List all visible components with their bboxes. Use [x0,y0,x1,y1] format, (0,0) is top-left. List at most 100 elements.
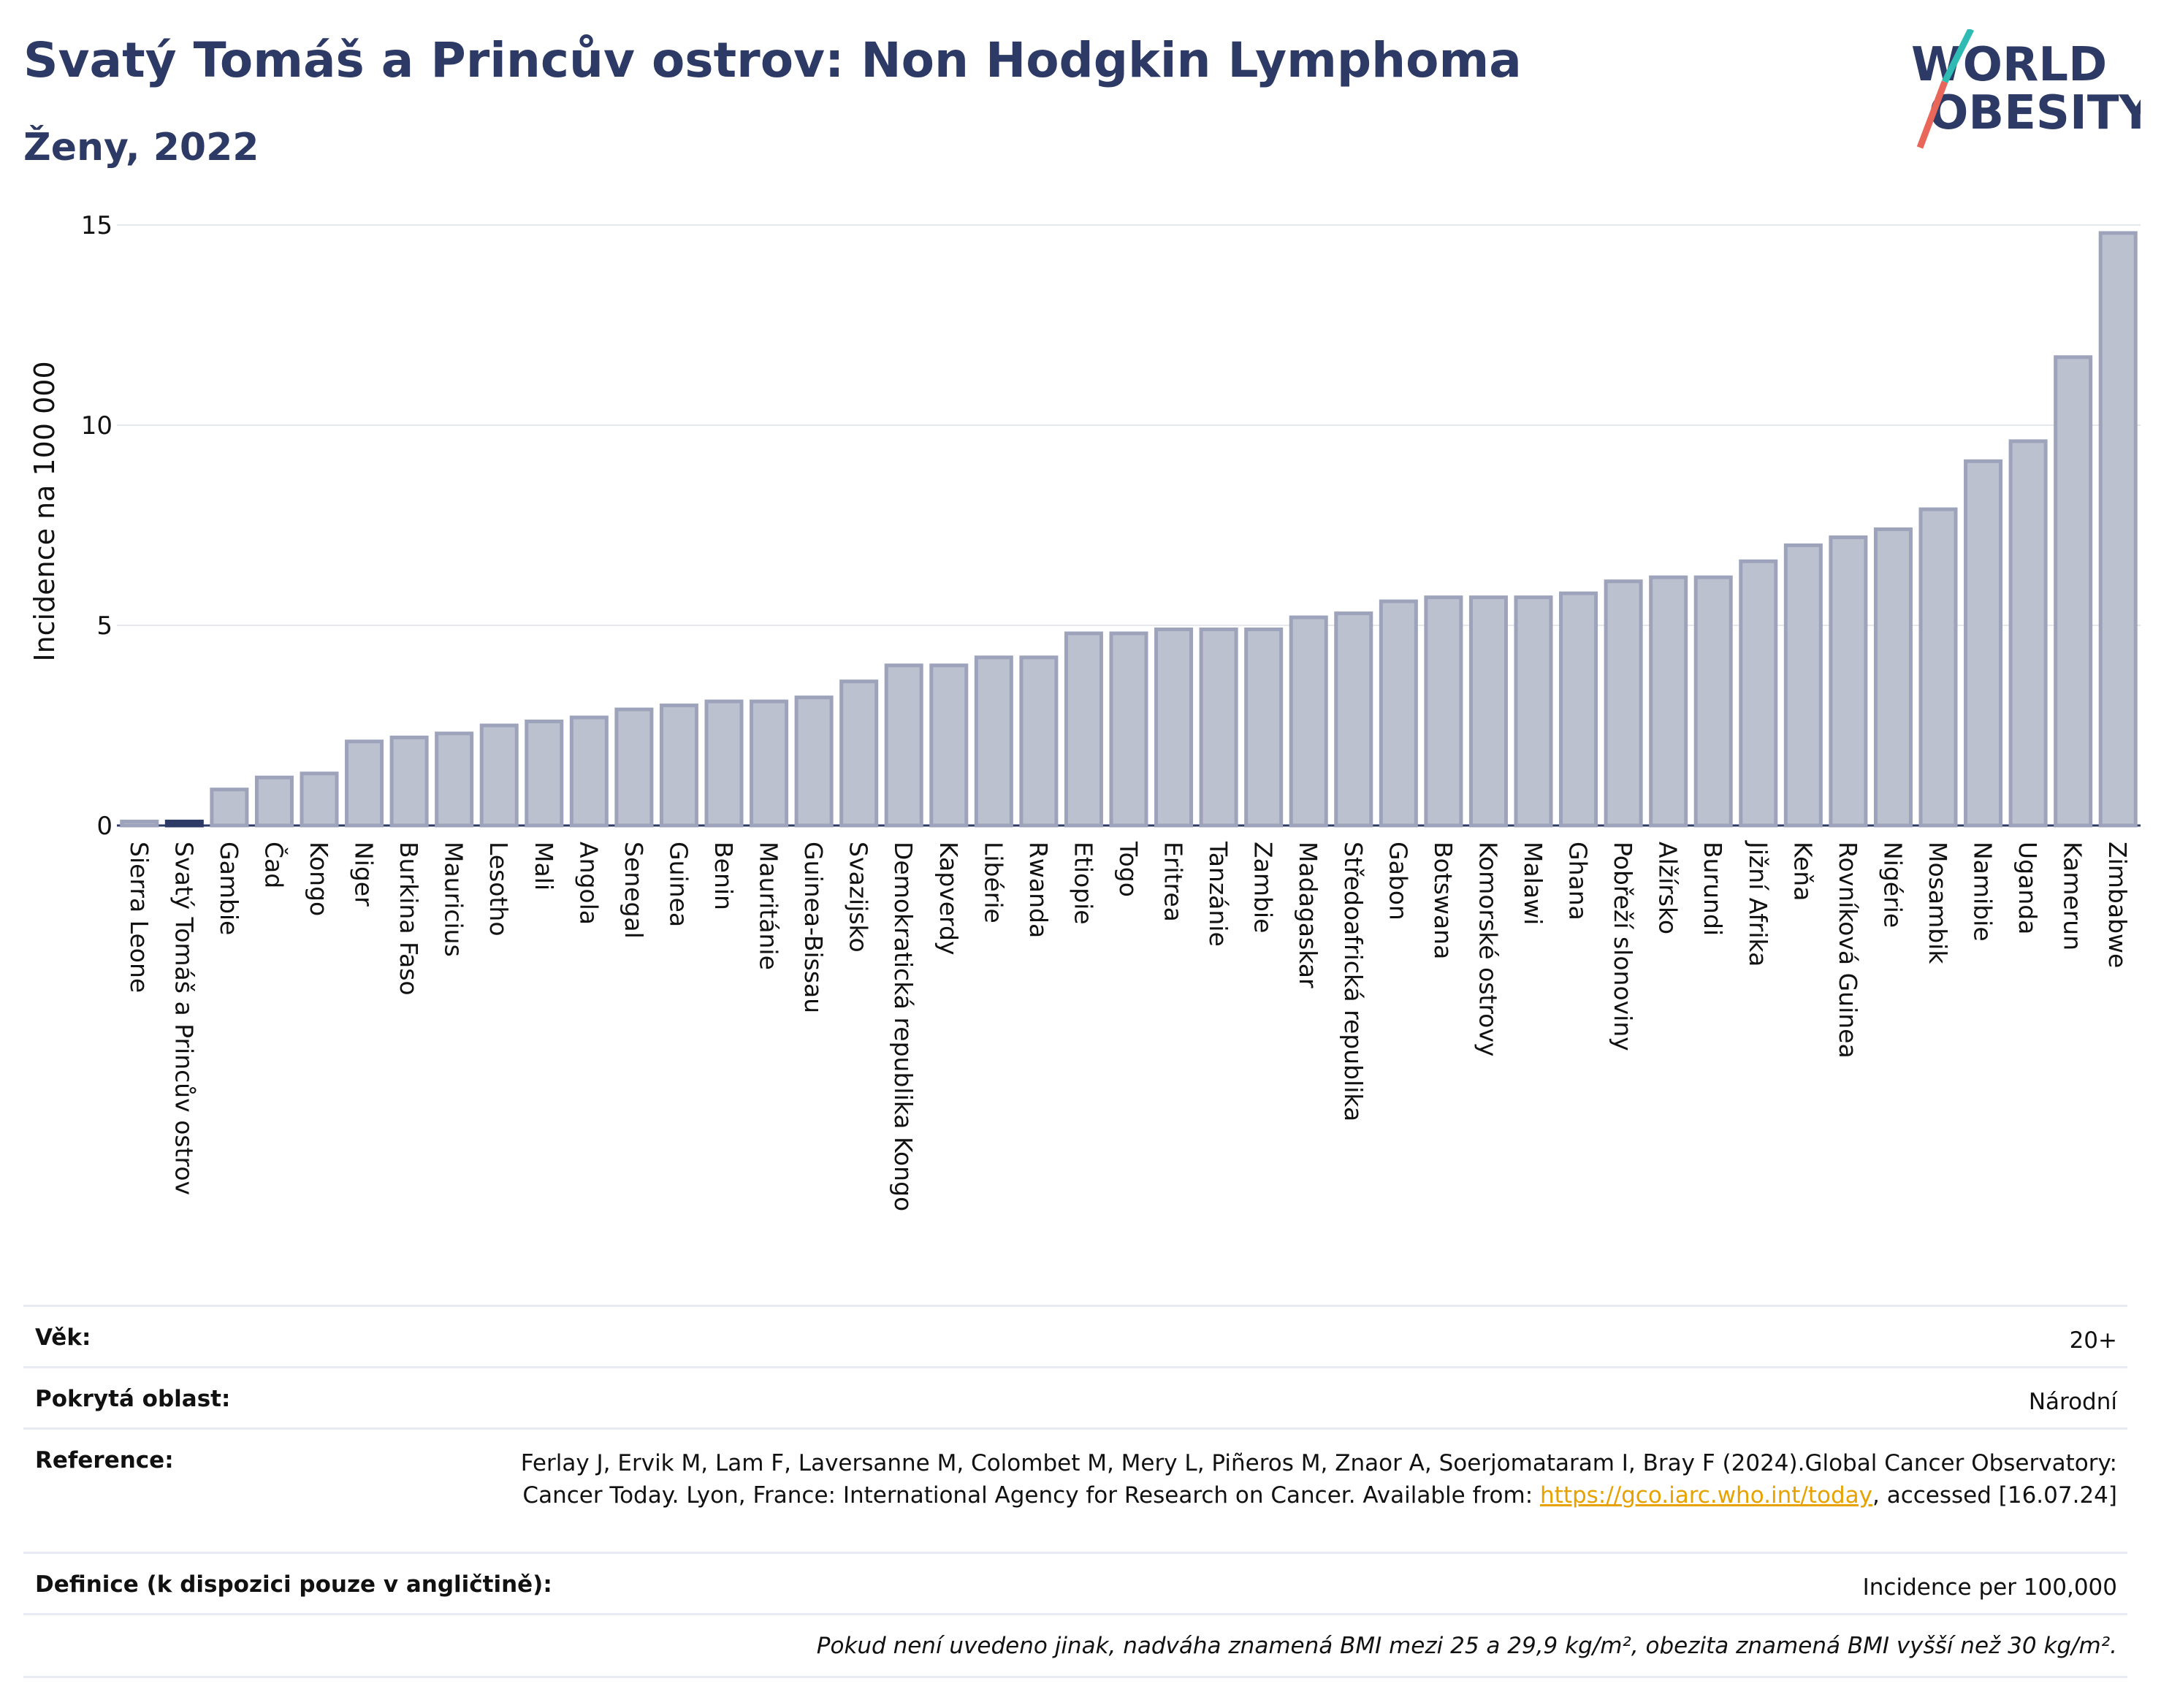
meta-row-reference: Reference: Ferlay J, Ervik M, Lam F, Lav… [23,1430,2127,1554]
bar-7[interactable] [435,731,474,828]
bar-3[interactable] [254,775,294,828]
bar-43[interactable] [2054,355,2093,828]
x-tick-label: Nigérie [1878,842,1907,928]
x-tick-label: Botswana [1429,842,1457,959]
logo-line2: OBESITY [1929,86,2141,140]
x-tick-label: Pobřeží slonoviny [1609,842,1637,1051]
x-tick-label: Svazijsko [845,842,873,953]
bars [120,231,2138,828]
meta-row-area: Pokrytá oblast: Národní [23,1368,2127,1430]
reference-label: Reference: [35,1447,174,1473]
bar-32[interactable] [1559,591,1598,828]
bar-20[interactable] [1019,655,1059,828]
x-tick-label: Mauricius [440,842,468,957]
reference-link[interactable]: https://gco.iarc.who.int/today [1540,1482,1872,1509]
bar-41[interactable] [1964,459,2003,828]
bar-4[interactable] [300,771,339,828]
bar-39[interactable] [1873,527,1913,828]
bar-chart: 0 5 10 15 Sierra Leone Svatý Tomáš a Princův… [28,211,2141,1211]
bar-21[interactable] [1064,631,1103,828]
age-label: Věk: [35,1324,91,1351]
x-tick-label: Keňa [1788,842,1817,901]
age-value: 20+ [2069,1327,2117,1354]
x-tick-label: Angola [574,842,603,925]
y-tick-label: 0 [96,812,113,841]
bar-10[interactable] [569,715,609,828]
page-title: Svatý Tomáš a Princův ostrov: Non Hodgki… [23,32,1522,88]
footnote: Pokud není uvedeno jinak, nadváha znamen… [816,1633,2117,1659]
bar-44[interactable] [2098,231,2138,828]
x-tick-label: Niger [350,842,378,907]
bar-5[interactable] [345,739,384,828]
bar-15[interactable] [794,695,834,828]
bar-36[interactable] [1739,559,1778,828]
y-tick-label: 10 [81,411,113,441]
x-tick-label: Ghana [1564,842,1593,920]
bar-37[interactable] [1783,543,1823,828]
meta-row-definition: Definice (k dispozici pouze v angličtině… [23,1554,2127,1615]
bar-26[interactable] [1289,615,1328,828]
bar-27[interactable] [1334,611,1373,828]
bar-24[interactable] [1199,627,1238,828]
bar-25[interactable] [1244,627,1284,828]
x-tick-label: Mali [530,842,558,891]
bar-18[interactable] [929,663,969,828]
x-tick-label: Kapverdy [934,842,963,956]
bar-11[interactable] [614,707,654,828]
x-tick-label: Středoafrická republika [1339,842,1368,1121]
y-tick-labels: 0 5 10 15 [81,211,113,841]
x-tick-label: Namibie [1969,842,1997,942]
bar-13[interactable] [704,699,744,828]
page-subtitle: Ženy, 2022 [23,126,259,169]
x-tick-label: Gabon [1384,842,1412,920]
area-value: Národní [2028,1389,2117,1415]
bar-28[interactable] [1379,599,1418,828]
x-tick-label: Senegal [620,842,648,939]
bar-33[interactable] [1604,579,1643,828]
logo-red-stroke [1916,80,1948,149]
bar-12[interactable] [659,704,698,828]
bar-42[interactable] [2008,439,2048,828]
bar-34[interactable] [1649,575,1688,828]
bar-23[interactable] [1154,627,1194,828]
logo-teal-stroke [1941,29,1975,84]
bar-40[interactable] [1918,507,1958,828]
reference-tail: , accessed [16.07.24] [1872,1482,2117,1509]
bar-29[interactable] [1424,595,1463,828]
x-tick-label: Madagaskar [1294,842,1322,988]
bar-19[interactable] [974,655,1013,828]
x-tick-label: Kongo [305,842,333,916]
x-tick-label: Kamerun [2059,842,2087,950]
x-tick-label: Togo [1114,841,1143,897]
bar-16[interactable] [839,679,879,828]
bar-2[interactable] [210,788,249,828]
x-tick-label: Malawi [1519,842,1547,925]
x-tick-label: Rovníková Guinea [1834,842,1862,1059]
x-tick-label: Lesotho [484,842,513,937]
area-label: Pokrytá oblast: [35,1386,231,1412]
x-tick-label: Tanzánie [1204,841,1232,947]
x-tick-label: Komorské ostrovy [1474,842,1502,1056]
x-tick-label: Čad [259,842,289,888]
bar-1[interactable] [164,820,204,828]
bar-14[interactable] [750,699,789,828]
bar-22[interactable] [1109,631,1148,828]
y-tick-label: 15 [81,211,113,240]
x-tick-label: Zimbabwe [2103,842,2132,968]
meta-row-footnote: Pokud není uvedeno jinak, nadváha znamen… [23,1615,2127,1678]
x-tick-labels: Sierra Leone Svatý Tomáš a Princův ostrov… [125,840,2132,1211]
bar-9[interactable] [525,720,564,828]
meta-row-age: Věk: 20+ [23,1307,2127,1368]
x-tick-label: Rwanda [1024,842,1053,938]
x-tick-label: Libérie [979,842,1007,923]
y-axis-label: Incidence na 100 000 [28,361,61,661]
bar-17[interactable] [884,663,923,828]
bar-8[interactable] [479,723,519,828]
bar-38[interactable] [1829,535,1868,828]
bar-6[interactable] [389,735,429,828]
bar-0[interactable] [120,820,159,828]
bar-30[interactable] [1468,595,1508,828]
bar-35[interactable] [1693,575,1733,828]
metadata-table: Věk: 20+ Pokrytá oblast: Národní Referen… [23,1305,2127,1678]
bar-31[interactable] [1514,595,1553,828]
